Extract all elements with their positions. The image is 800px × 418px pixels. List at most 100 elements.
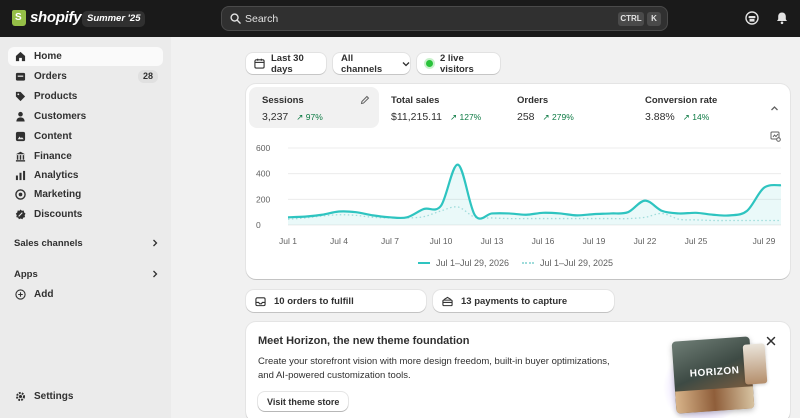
x-tick-label: Jul 29 (753, 236, 776, 246)
x-tick-label: Jul 16 (532, 236, 555, 246)
payments-to-capture-button[interactable]: 13 payments to capture (433, 290, 614, 312)
sidebar-item-label: Finance (34, 151, 72, 162)
person-icon (16, 111, 25, 122)
metric-value: 3.88% (645, 111, 675, 123)
shortcut-k-key: K (647, 12, 661, 26)
sidebar-item-label: Analytics (34, 170, 79, 181)
orders-to-fulfill-label: 10 orders to fulfill (274, 295, 354, 307)
metric-delta: ↗ 279% (542, 112, 574, 122)
metric-delta: ↗ 127% (450, 112, 482, 122)
horizon-description: Create your storefront vision with more … (258, 356, 610, 381)
metric-value: $11,215.11 (391, 111, 442, 123)
sidebar-item-marketing[interactable]: Marketing (8, 185, 163, 204)
target-icon (15, 189, 26, 200)
metric-label: Orders (517, 95, 549, 106)
sidebar-item-products[interactable]: Products (8, 87, 163, 106)
sidebar-item-home[interactable]: Home (8, 47, 163, 66)
live-indicator-dot (426, 60, 433, 67)
sidebar-item-label: Products (34, 91, 78, 102)
series-line-previous (287, 206, 781, 222)
tag-icon (15, 91, 26, 102)
legend-previous-label: Jul 1–Jul 29, 2025 (540, 258, 614, 268)
x-tick-label: Jul 19 (583, 236, 606, 246)
sidebar-item-content[interactable]: Content (8, 127, 163, 146)
payments-to-capture-label: 13 payments to capture (461, 295, 568, 307)
plus-circle-icon (15, 289, 26, 300)
sidebar-item-finance[interactable]: Finance (8, 147, 163, 166)
y-tick-label: 0 (256, 220, 261, 230)
metric-total-sales[interactable]: Total sales $11,215.11 ↗ 127% (378, 87, 503, 128)
channels-dropdown[interactable]: All channels (333, 52, 410, 75)
top-bar: shopify Summer '25 CTRL K (0, 0, 800, 37)
legend-current[interactable]: Jul 1–Jul 29, 2026 (418, 258, 509, 268)
chevron-right-icon (153, 270, 158, 278)
sales-channels-header[interactable]: Sales channels (14, 236, 159, 250)
bell-icon[interactable] (775, 11, 789, 25)
add-label: Add (34, 289, 54, 300)
sidebar-item-settings[interactable]: Settings (8, 387, 163, 406)
legend-current-label: Jul 1–Jul 29, 2026 (436, 258, 510, 268)
sidebar-item-orders[interactable]: Orders 28 (8, 67, 163, 86)
date-range-button[interactable]: Last 30 days (246, 52, 326, 75)
add-app-button[interactable]: Add (8, 285, 163, 304)
metric-value: 3,237 (262, 111, 289, 123)
theme-preview-mobile (742, 343, 768, 385)
live-visitors-label: 2 live visitors (439, 52, 474, 75)
metrics-card: Sessions 3,237 ↗ 97% Total sales $11,215.… (246, 84, 790, 279)
series-line-current[interactable] (287, 163, 782, 220)
live-visitors-button[interactable]: 2 live visitors (417, 52, 500, 75)
inbox-icon (255, 296, 266, 306)
horizon-promo-card: Meet Horizon, the new theme foundation C… (246, 322, 790, 418)
sidebar-item-customers[interactable]: Customers (8, 107, 163, 126)
orders-icon (15, 72, 26, 81)
channels-label: All channels (341, 52, 383, 75)
shopify-logo[interactable]: shopify (12, 9, 82, 26)
search-input[interactable] (245, 7, 575, 30)
search-bar[interactable]: CTRL K (221, 6, 668, 31)
x-tick-label: Jul 25 (685, 236, 708, 246)
sidebar-item-label: Marketing (34, 189, 82, 200)
metric-value-row: 258 ↗ 279% (517, 111, 574, 123)
close-icon[interactable] (763, 333, 779, 349)
chevron-up-icon[interactable] (770, 104, 779, 113)
orders-count-badge: 28 (137, 70, 158, 83)
edition-badge[interactable]: Summer '25 (82, 11, 146, 27)
date-range-label: Last 30 days (271, 52, 304, 75)
series-area-current (288, 164, 781, 225)
main-content: Last 30 days All channels 2 live visitor… (171, 37, 800, 418)
home-icon (15, 51, 26, 62)
y-tick-label: 600 (256, 143, 270, 153)
calendar-icon (254, 58, 265, 69)
metric-label: Total sales (391, 95, 440, 106)
metric-conversion-rate[interactable]: Conversion rate 3.88% ↗ 14% (632, 87, 762, 128)
pencil-icon[interactable] (360, 95, 370, 105)
theme-preview-strip (675, 386, 755, 414)
metric-label: Sessions (262, 95, 304, 106)
legend-previous[interactable]: Jul 1–Jul 29, 2025 (522, 258, 613, 268)
chart-settings-icon[interactable] (770, 131, 781, 142)
store-icon[interactable] (745, 11, 759, 25)
discount-icon (15, 209, 26, 220)
metric-label: Conversion rate (645, 95, 718, 106)
bank-icon (15, 151, 26, 162)
shopify-bag-icon (12, 9, 26, 26)
brand-name: shopify (30, 9, 82, 26)
sidebar-item-analytics[interactable]: Analytics (8, 166, 163, 185)
x-tick-label: Jul 22 (634, 236, 657, 246)
x-tick-label: Jul 13 (481, 236, 504, 246)
orders-to-fulfill-button[interactable]: 10 orders to fulfill (246, 290, 426, 312)
apps-header[interactable]: Apps (14, 267, 159, 281)
horizon-title: Meet Horizon, the new theme foundation (258, 335, 470, 347)
sidebar: Home Orders 28 Products Customers Conten… (0, 37, 171, 418)
bar-chart-icon (15, 170, 26, 181)
visit-theme-store-button[interactable]: Visit theme store (258, 392, 349, 411)
sidebar-item-label: Discounts (34, 209, 83, 220)
metric-delta: ↗ 97% (296, 112, 323, 122)
metric-orders[interactable]: Orders 258 ↗ 279% (504, 87, 629, 128)
legend-dotted-swatch (522, 262, 534, 264)
sidebar-item-label: Content (34, 131, 72, 142)
theme-preview-title: HORIZON (689, 365, 740, 380)
sidebar-item-discounts[interactable]: Discounts (8, 205, 163, 224)
metric-sessions[interactable]: Sessions 3,237 ↗ 97% (249, 87, 379, 128)
sidebar-item-label: Customers (34, 111, 87, 122)
